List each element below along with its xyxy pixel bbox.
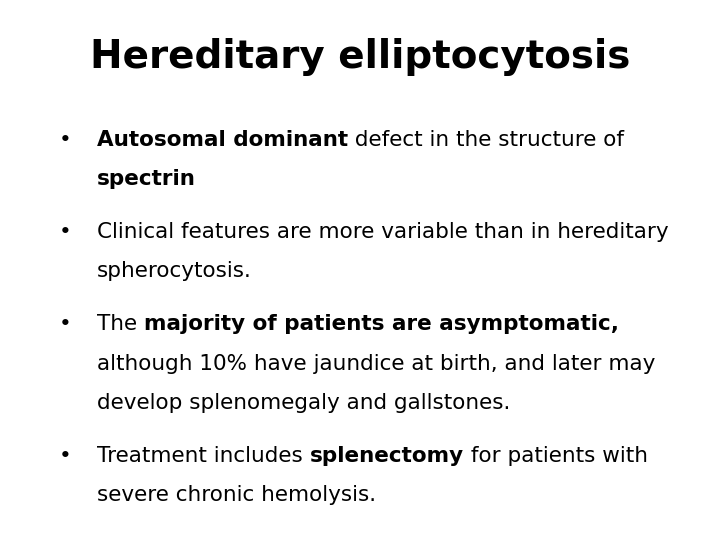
Text: •: •	[58, 222, 71, 242]
Text: spherocytosis.: spherocytosis.	[97, 261, 252, 281]
Text: •: •	[58, 314, 71, 334]
Text: Hereditary elliptocytosis: Hereditary elliptocytosis	[90, 38, 630, 76]
Text: Autosomal dominant: Autosomal dominant	[97, 130, 348, 150]
Text: Treatment includes: Treatment includes	[97, 446, 310, 466]
Text: splenectomy: splenectomy	[310, 446, 464, 466]
Text: majority of patients are asymptomatic,: majority of patients are asymptomatic,	[144, 314, 619, 334]
Text: spectrin: spectrin	[97, 169, 196, 189]
Text: although 10% have jaundice at birth, and later may: although 10% have jaundice at birth, and…	[97, 354, 656, 374]
Text: •: •	[58, 130, 71, 150]
Text: severe chronic hemolysis.: severe chronic hemolysis.	[97, 485, 377, 505]
Text: develop splenomegaly and gallstones.: develop splenomegaly and gallstones.	[97, 393, 510, 413]
Text: for patients with: for patients with	[464, 446, 648, 466]
Text: The: The	[97, 314, 144, 334]
Text: defect in the structure of: defect in the structure of	[348, 130, 624, 150]
Text: •: •	[58, 446, 71, 466]
Text: Clinical features are more variable than in hereditary: Clinical features are more variable than…	[97, 222, 669, 242]
